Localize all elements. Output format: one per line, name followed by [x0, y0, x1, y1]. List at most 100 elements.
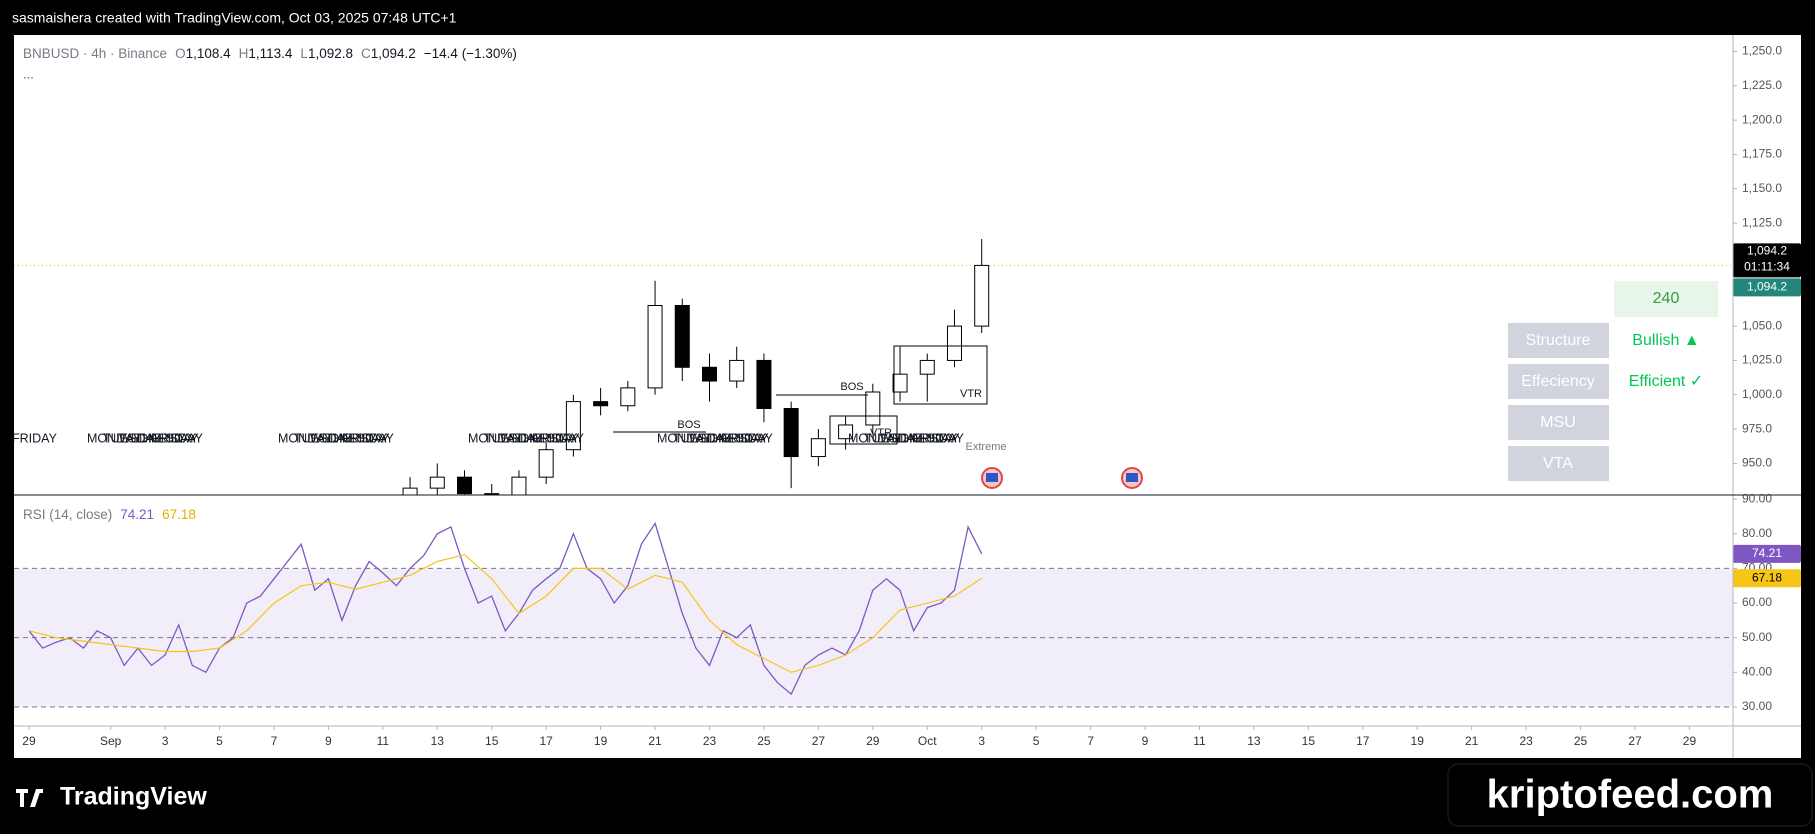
ohlc-key: C	[361, 46, 371, 61]
y-tick-label: 80.00	[1742, 526, 1772, 540]
candle-body	[838, 424, 854, 440]
candle-body	[810, 438, 826, 458]
y-tick-label: 1,150.0	[1742, 181, 1782, 195]
session-label: MONDAY	[278, 431, 333, 445]
rsi-value-label: 74.21	[1752, 546, 1782, 560]
y-tick-label: 1,200.0	[1742, 112, 1782, 126]
x-tick-label: 27	[1628, 734, 1642, 748]
watermark-box	[1447, 763, 1813, 827]
candle-body	[484, 493, 500, 495]
vtr-box	[829, 415, 898, 445]
candle-body	[865, 391, 881, 426]
panel-label-box	[1508, 405, 1609, 440]
footer-logo: TradingView	[16, 783, 207, 811]
x-tick-label: Oct	[918, 734, 937, 748]
panel-label: Effeciency	[1521, 373, 1595, 390]
x-tick-label: 3	[978, 734, 985, 748]
session-label: FRIDAY	[12, 431, 58, 445]
x-tick-label: 19	[594, 734, 608, 748]
candle-body	[892, 373, 908, 393]
x-tick-label: 29	[866, 734, 880, 748]
panel-label: MSU	[1540, 414, 1576, 431]
y-tick-label: 1,125.0	[1742, 215, 1782, 229]
y-tick-label: 50.00	[1742, 630, 1772, 644]
rsi-legend: RSI (14, close) 74.21 67.18	[23, 507, 196, 522]
x-tick-label: 17	[539, 734, 553, 748]
vtr-box	[893, 345, 988, 405]
candle-body	[429, 476, 445, 489]
y-tick-label: 30.00	[1742, 699, 1772, 713]
session-label: WEDNESDAY	[119, 431, 199, 445]
last-price-label: 1,094.2	[1747, 244, 1787, 258]
session-label: THURSDAY	[705, 431, 773, 445]
candle-body	[647, 305, 663, 389]
candle-body	[946, 325, 962, 361]
x-tick-label: 5	[1033, 734, 1040, 748]
brand: TradingView	[60, 783, 207, 811]
candle-body	[593, 401, 609, 407]
y-tick-label: 1,000.0	[1742, 387, 1782, 401]
candle-body	[511, 476, 527, 495]
x-tick-label: 7	[271, 734, 278, 748]
x-tick-label: 25	[757, 734, 771, 748]
y-tick-label: 1,175.0	[1742, 147, 1782, 161]
candle-body	[457, 476, 473, 495]
panel-label: Structure	[1526, 332, 1591, 349]
session-label: MONDAY	[657, 431, 712, 445]
y-tick-label: 950.0	[1742, 456, 1772, 470]
x-tick-label: 5	[216, 734, 223, 748]
candle-body	[783, 407, 799, 458]
ohlc-value: 1,108.4	[186, 46, 232, 61]
session-label: TUESDAY	[294, 431, 353, 445]
x-tick-label: 29	[22, 734, 36, 748]
session-label: TUESDAY	[673, 431, 732, 445]
session-label: WEDNESDAY	[880, 431, 960, 445]
session-label: MONDAY	[848, 431, 903, 445]
annotation: BOS	[840, 381, 863, 393]
x-tick-label: 15	[1302, 734, 1316, 748]
change: −14.4 (−1.30%)	[424, 46, 517, 61]
session-label: THURSDAY	[135, 431, 203, 445]
y-tick-label: 975.0	[1742, 421, 1772, 435]
x-tick-label: 15	[485, 734, 499, 748]
session-label: MONDAY	[468, 431, 523, 445]
candle-body	[756, 359, 772, 409]
annotation: BOS	[677, 419, 700, 431]
symbol: BNBUSD · 4h · Binance	[23, 46, 167, 61]
event-flag-inner	[1126, 473, 1138, 482]
x-tick-label: 11	[377, 734, 390, 748]
session-label: THURSDAY	[516, 431, 584, 445]
x-tick-label: 13	[431, 734, 445, 748]
ohlc-value: 1,094.2	[371, 46, 416, 61]
attribution: sasmaishera created with TradingView.com…	[12, 10, 457, 26]
session-label: MONDAY	[87, 431, 142, 445]
logo-icon	[16, 789, 43, 807]
x-tick-label: 9	[1142, 734, 1149, 748]
panel-status: Efficient ✓	[1629, 373, 1703, 390]
candle-body	[974, 264, 990, 327]
ohlc-key: O	[175, 46, 186, 61]
x-tick-label: 17	[1356, 734, 1370, 748]
close-price-box	[1733, 278, 1801, 297]
session-label: FRIDAY	[342, 431, 388, 445]
overlay: 29 Sep 3 5 7 9 11 13 15 17 19 21 23 25 27 29 Oct 3 5 7 9 11 13…	[22, 44, 1801, 748]
candle-body	[402, 487, 418, 495]
candle-body	[565, 401, 581, 451]
rsi-legend-value: 74.21	[120, 507, 154, 522]
x-tick-label: 25	[1574, 734, 1588, 748]
y-tick-label: 40.00	[1742, 664, 1772, 678]
last-price-box	[1733, 243, 1801, 278]
y-tick-label: 1,250.0	[1742, 44, 1782, 58]
session-label: THURSDAY	[326, 431, 394, 445]
candle-body	[701, 366, 717, 382]
x-tick-label: 11	[1193, 734, 1206, 748]
rsi-pane	[14, 521, 1733, 708]
x-tick-label: 21	[1465, 734, 1479, 748]
ohlc-key: L	[300, 46, 308, 61]
rsi-legend-value: 67.18	[162, 507, 196, 522]
x-tick-label: 13	[1247, 734, 1261, 748]
panel-status: Bullish ▲	[1632, 332, 1699, 349]
x-tick-label: 27	[812, 734, 826, 748]
